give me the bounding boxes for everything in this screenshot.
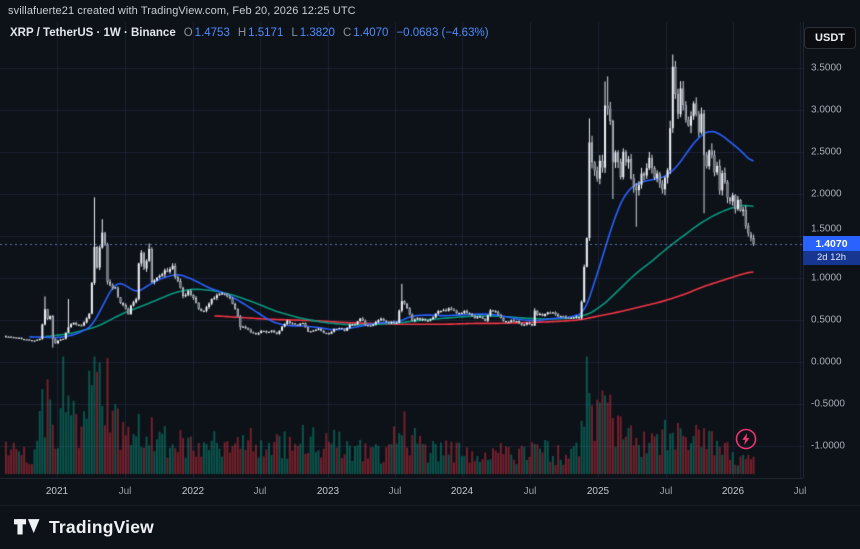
time-tick: Jul	[523, 486, 537, 497]
time-tick: Jul	[118, 486, 132, 497]
time-tick: Jul	[388, 486, 402, 497]
flash-boost-icon[interactable]	[735, 428, 757, 450]
price-tick: -0.5000	[811, 398, 845, 410]
symbol-title[interactable]: XRP / TetherUS · 1W · Binance	[10, 27, 176, 39]
bar-countdown: 2d 12h	[803, 251, 860, 265]
price-tick: -1.0000	[811, 440, 845, 452]
tradingview-logo-icon[interactable]	[14, 517, 40, 538]
open-label: O	[183, 27, 193, 39]
time-axis[interactable]: 2021 Jul 2022 Jul 2023 Jul 2024 Jul 2025 Jul 2026 J…	[0, 478, 806, 506]
time-tick: Jul	[253, 486, 267, 497]
close-label: C	[342, 27, 352, 39]
price-tick: 1.0000	[811, 272, 842, 284]
tradingview-wordmark[interactable]: TradingView	[49, 517, 154, 537]
price-tick: 2.5000	[811, 146, 842, 158]
close-value: 1.4070	[353, 27, 389, 39]
price-tick: 2.0000	[811, 188, 842, 200]
low-value: 1.3820	[299, 27, 335, 39]
price-tick: 3.5000	[811, 62, 842, 74]
time-tick: 2026	[721, 486, 745, 497]
attribution-text: svillafuerte21 created with TradingView.…	[8, 5, 356, 17]
high-value: 1.5171	[248, 27, 284, 39]
time-tick: 2021	[45, 486, 69, 497]
time-tick: Jul	[659, 486, 673, 497]
time-tick: 2023	[316, 486, 340, 497]
low-label: L	[291, 27, 298, 39]
open-value: 1.4753	[194, 27, 230, 39]
time-tick: 2025	[586, 486, 610, 497]
price-tick: 1.5000	[811, 223, 842, 235]
quote-currency-button[interactable]: USDT	[804, 27, 856, 49]
change-value: −0.0683 (−4.63%)	[396, 27, 489, 39]
time-tick: 2024	[450, 486, 474, 497]
time-tick: Jul	[793, 486, 807, 497]
last-price-label[interactable]: 1.4070 2d 12h	[803, 236, 860, 265]
price-tick: 0.5000	[811, 314, 842, 326]
tradingview-footer: TradingView	[0, 505, 860, 549]
chart-canvas[interactable]	[0, 22, 803, 478]
time-tick: 2022	[181, 486, 205, 497]
attribution-bar: svillafuerte21 created with TradingView.…	[0, 0, 860, 22]
high-label: H	[237, 27, 247, 39]
price-tick: 0.0000	[811, 356, 842, 368]
price-tick: 3.0000	[811, 104, 842, 116]
last-price-value: 1.4070	[803, 236, 860, 251]
